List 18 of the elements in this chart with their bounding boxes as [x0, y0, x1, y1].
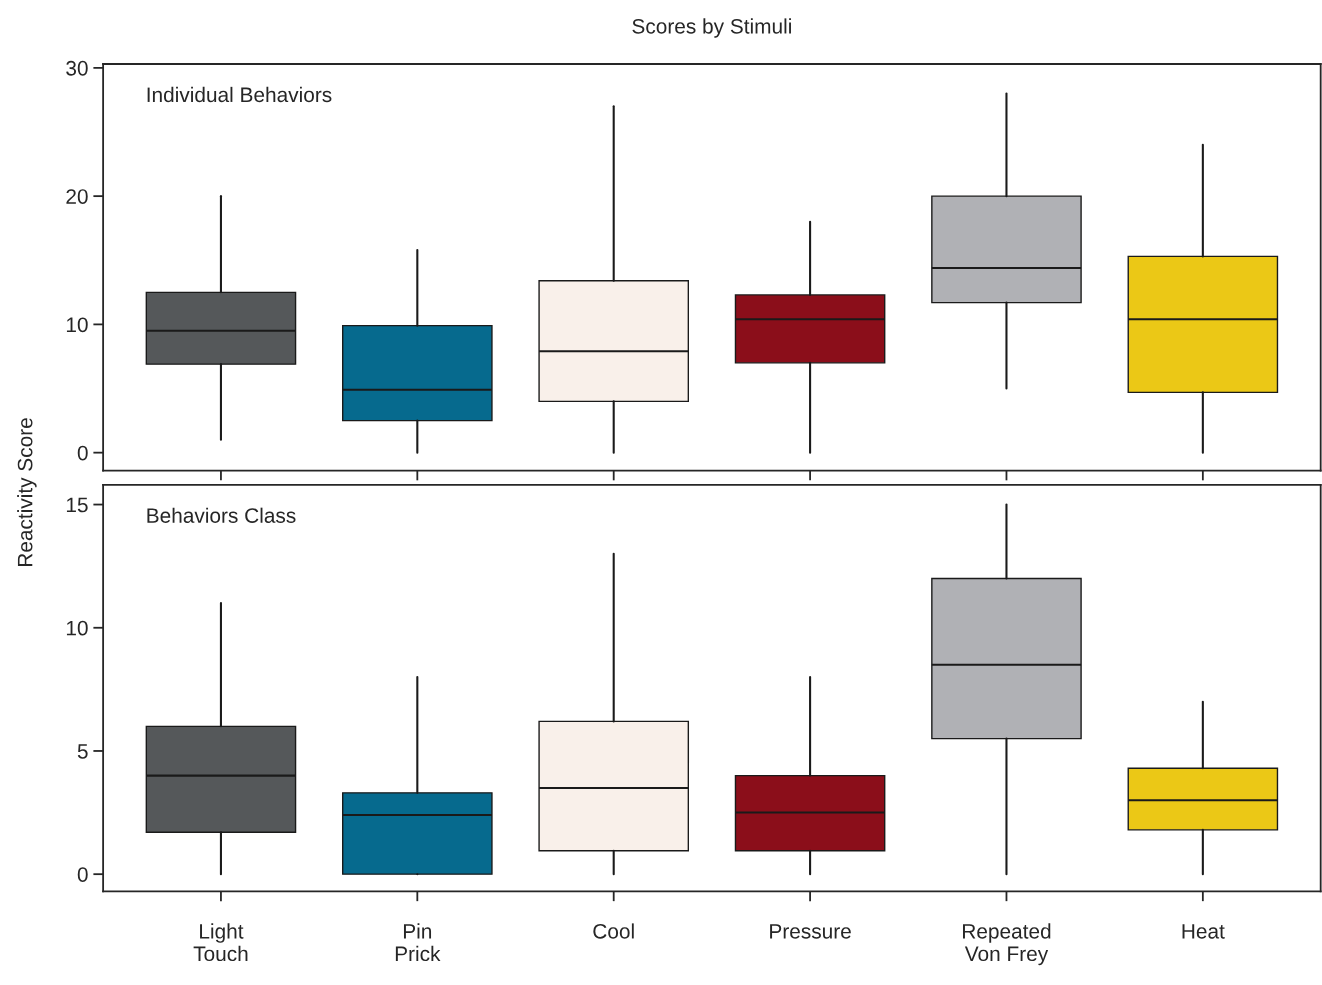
y-tick-label: 20: [66, 189, 88, 204]
y-tick-label: 5: [77, 744, 88, 759]
x-tick-label: Cool: [593, 923, 634, 939]
x-tick-label: Pin Prick: [395, 923, 441, 962]
y-tick-label: 15: [66, 497, 88, 513]
x-tick-label: Light Touch: [193, 923, 248, 962]
y-tick-label: 30: [66, 60, 88, 76]
x-tick-label: Pressure: [770, 924, 851, 939]
y-tick-label: 0: [77, 445, 88, 461]
y-tick-label: 10: [66, 620, 88, 636]
annotation: Individual Behaviors: [147, 86, 332, 103]
y-axis-title: Reactivity Score: [17, 418, 37, 567]
chart-title: Scores by Stimuli: [632, 18, 791, 38]
y-tick-label: 0: [77, 867, 88, 882]
x-tick-label: Heat: [1182, 924, 1225, 939]
x-tick-label: Repeated Von Frey: [963, 923, 1051, 966]
annotation: Behaviors Class: [147, 507, 296, 523]
y-tick-label: 10: [66, 317, 88, 333]
